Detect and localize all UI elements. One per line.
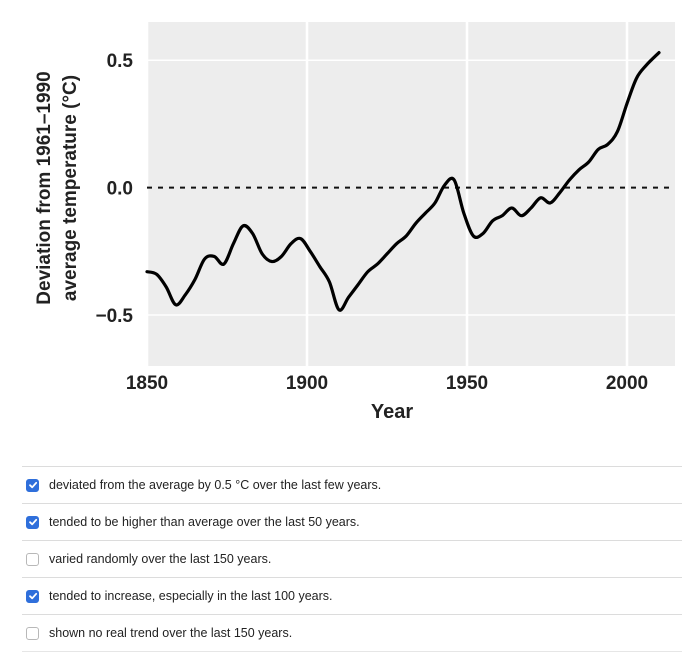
- checkbox-icon[interactable]: [26, 478, 39, 492]
- option-label: varied randomly over the last 150 years.: [49, 552, 272, 566]
- option-label: tended to increase, especially in the la…: [49, 589, 333, 603]
- x-axis-label: Year: [371, 401, 413, 423]
- y-axis-label-line1: Deviation from 1961–1990: [34, 71, 55, 304]
- option-row[interactable]: shown no real trend over the last 150 ye…: [22, 614, 682, 652]
- option-label: deviated from the average by 0.5 °C over…: [49, 478, 382, 492]
- x-tick-label: 1850: [126, 373, 168, 394]
- option-label: shown no real trend over the last 150 ye…: [49, 626, 293, 640]
- plot-area: [147, 22, 675, 366]
- y-tick-label: 0.5: [107, 51, 134, 72]
- x-tick-label: 1900: [286, 373, 328, 394]
- temperature-chart: 1850 1900 1950 2000 0.5 0.0 −0.5 Deviation fro…: [34, 22, 675, 423]
- checkbox-icon[interactable]: [26, 626, 39, 640]
- checkbox-icon[interactable]: [26, 589, 39, 603]
- answer-options: deviated from the average by 0.5 °C over…: [22, 466, 682, 652]
- x-tick-label: 1950: [446, 373, 488, 394]
- temperature-series-line: [145, 51, 661, 312]
- checkbox-icon[interactable]: [26, 515, 39, 529]
- x-tick-label: 2000: [606, 373, 648, 394]
- option-row[interactable]: tended to increase, especially in the la…: [22, 577, 682, 614]
- y-tick-label: 0.0: [107, 179, 133, 200]
- y-axis-label-line2: average temperature (°C): [60, 75, 81, 301]
- y-tick-label: −0.5: [95, 306, 133, 327]
- checkbox-icon[interactable]: [26, 552, 39, 566]
- option-row[interactable]: deviated from the average by 0.5 °C over…: [22, 466, 682, 503]
- option-row[interactable]: tended to be higher than average over th…: [22, 503, 682, 540]
- option-row[interactable]: varied randomly over the last 150 years.: [22, 540, 682, 577]
- option-label: tended to be higher than average over th…: [49, 515, 360, 529]
